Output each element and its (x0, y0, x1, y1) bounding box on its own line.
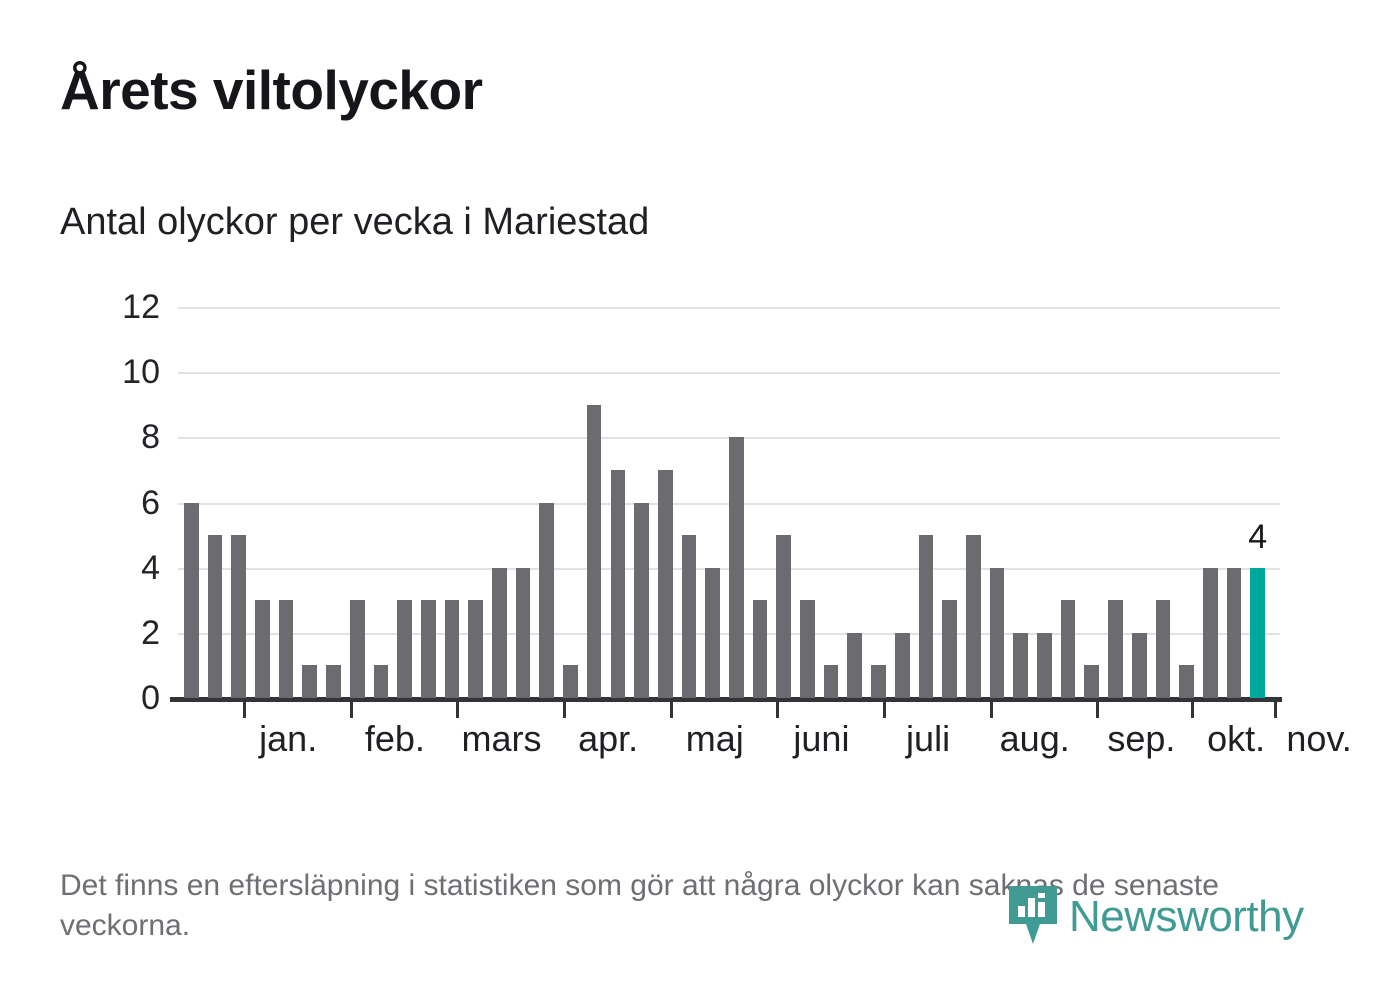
x-axis-tick-label: juli (906, 718, 951, 759)
x-axis-tick-label: feb. (364, 718, 425, 759)
bar[interactable] (183, 502, 199, 698)
bar[interactable] (397, 600, 412, 698)
bar[interactable] (847, 632, 863, 698)
bar-series: 4 (178, 307, 1280, 698)
bar[interactable] (729, 437, 744, 698)
bar[interactable] (326, 665, 341, 698)
y-axis-tick-label: 12 (122, 288, 160, 326)
x-axis-tick (563, 702, 567, 718)
page-title: Årets viltolyckor (60, 59, 483, 121)
x-axis-tick (243, 702, 247, 718)
bar[interactable] (373, 665, 389, 698)
bar[interactable] (207, 535, 223, 698)
x-axis-tick (1274, 702, 1278, 718)
bar[interactable] (1179, 665, 1194, 698)
y-axis-tick-label: 6 (141, 483, 160, 522)
bar[interactable] (871, 665, 886, 698)
bar[interactable] (468, 600, 483, 698)
gridline (178, 307, 1280, 309)
x-axis-tick-label: nov. (1286, 718, 1352, 759)
bar[interactable] (349, 600, 365, 698)
y-axis-tick-label: 8 (141, 418, 160, 457)
bar[interactable] (1037, 632, 1052, 698)
bar[interactable] (1013, 632, 1029, 698)
bar[interactable] (302, 665, 318, 698)
x-axis-tick-label: maj (685, 718, 744, 759)
bar[interactable] (515, 567, 531, 698)
bar[interactable] (681, 535, 697, 698)
bar[interactable] (1060, 600, 1076, 698)
bar[interactable] (965, 535, 981, 698)
bar[interactable] (776, 535, 792, 698)
x-axis-tick-label: okt. (1207, 718, 1266, 759)
x-axis-tick-label: aug. (999, 718, 1070, 759)
bar[interactable] (563, 665, 578, 698)
y-axis-tick-label: 4 (141, 548, 160, 587)
bar[interactable] (1108, 600, 1123, 698)
x-axis-tick (456, 702, 460, 718)
bar[interactable] (278, 600, 294, 698)
newsworthy-shield-bars-icon (1007, 884, 1059, 951)
bar[interactable] (1131, 632, 1147, 698)
bar[interactable] (586, 404, 602, 698)
x-axis-tick (349, 702, 353, 718)
x-axis-tick (989, 702, 993, 718)
bar[interactable] (1155, 600, 1171, 698)
bar[interactable] (1084, 665, 1100, 698)
bar[interactable] (918, 535, 934, 698)
bar-value-label: 4 (1248, 517, 1268, 556)
logo-wordmark: Newsworthy (1069, 892, 1304, 941)
bar[interactable] (705, 567, 720, 698)
bar-chart: 0 2 4 6 8 10 12 4 jan. feb. mars apr. maj juni juli a… (60, 285, 1352, 785)
x-axis-ticks (178, 702, 1280, 718)
bar-highlighted[interactable] (1250, 567, 1266, 698)
bar[interactable] (420, 600, 436, 698)
bar[interactable] (823, 665, 839, 698)
bar[interactable] (255, 600, 270, 698)
bar[interactable] (989, 567, 1005, 698)
bar[interactable] (231, 535, 246, 698)
bar[interactable] (1202, 567, 1218, 698)
x-axis-tick (883, 702, 887, 718)
x-axis-tick (776, 702, 780, 718)
bar[interactable] (634, 502, 649, 698)
x-axis-tick-label: juni (793, 718, 850, 759)
chart-subtitle: Antal olyckor per vecka i Mariestad (60, 201, 650, 243)
y-axis-tick-label: 2 (141, 613, 160, 652)
x-axis-tick-label: jan. (259, 718, 318, 759)
bar[interactable] (657, 469, 673, 698)
newsworthy-logo: Newsworthy (1007, 885, 1304, 946)
y-axis-labels: 0 2 4 6 8 10 12 (60, 290, 160, 715)
x-axis-tick (1096, 702, 1100, 718)
y-axis-tick-label: 10 (122, 353, 160, 392)
bar[interactable] (539, 502, 555, 698)
bar[interactable] (492, 567, 507, 698)
x-axis-line (170, 697, 1282, 702)
x-axis-tick-label: sep. (1107, 718, 1176, 759)
y-axis-tick-label: 0 (141, 679, 160, 717)
x-axis-tick (1191, 702, 1195, 718)
bar[interactable] (800, 600, 815, 698)
bar[interactable] (610, 469, 626, 698)
x-axis-tick-label: mars (461, 718, 542, 759)
bar[interactable] (894, 632, 910, 698)
bar[interactable] (444, 600, 460, 698)
x-axis-labels: jan. feb. mars apr. maj juni juli aug. sep. okt. n… (178, 718, 1352, 779)
bar[interactable] (752, 600, 768, 698)
bar[interactable] (1226, 567, 1242, 698)
gridline (178, 372, 1280, 375)
x-axis-tick-label: apr. (578, 718, 639, 759)
bar[interactable] (942, 600, 957, 698)
x-axis-tick (669, 702, 673, 718)
